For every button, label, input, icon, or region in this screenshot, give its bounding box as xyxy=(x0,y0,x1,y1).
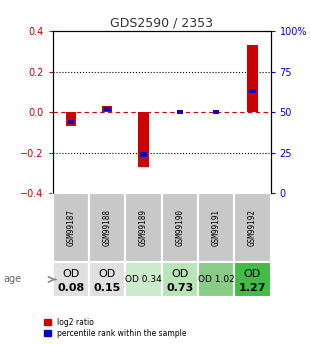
Text: GSM99189: GSM99189 xyxy=(139,209,148,246)
Bar xyxy=(162,193,198,262)
Bar xyxy=(247,45,258,112)
Bar xyxy=(162,262,198,297)
Text: 0.15: 0.15 xyxy=(94,283,121,293)
Bar xyxy=(104,107,111,111)
Bar xyxy=(249,89,256,93)
Text: GSM99187: GSM99187 xyxy=(67,209,76,246)
Text: 0.08: 0.08 xyxy=(58,283,85,293)
Bar xyxy=(53,193,89,262)
Text: 0.73: 0.73 xyxy=(166,283,193,293)
Bar xyxy=(66,112,76,126)
Text: OD 0.34: OD 0.34 xyxy=(125,275,162,284)
Bar xyxy=(89,262,125,297)
Bar xyxy=(177,110,183,114)
Bar xyxy=(125,193,162,262)
Bar xyxy=(89,193,125,262)
Bar xyxy=(68,120,74,124)
Bar xyxy=(198,262,234,297)
Legend: log2 ratio, percentile rank within the sample: log2 ratio, percentile rank within the s… xyxy=(44,318,187,338)
Text: OD: OD xyxy=(171,269,188,279)
Text: GSM99191: GSM99191 xyxy=(212,209,220,246)
Text: OD: OD xyxy=(99,269,116,279)
Bar xyxy=(125,262,162,297)
Text: age: age xyxy=(3,275,21,284)
Text: OD: OD xyxy=(63,269,80,279)
Bar xyxy=(138,112,149,167)
Bar xyxy=(213,110,219,114)
Text: 1.27: 1.27 xyxy=(239,283,266,293)
Text: GSM99188: GSM99188 xyxy=(103,209,112,246)
Bar xyxy=(234,193,271,262)
Text: GSM99192: GSM99192 xyxy=(248,209,257,246)
Text: OD: OD xyxy=(244,269,261,279)
Bar xyxy=(234,262,271,297)
Bar xyxy=(102,106,112,112)
Bar xyxy=(198,193,234,262)
Bar xyxy=(140,152,147,157)
Text: OD 1.02: OD 1.02 xyxy=(198,275,234,284)
Bar xyxy=(53,262,89,297)
Title: GDS2590 / 2353: GDS2590 / 2353 xyxy=(110,17,213,30)
Text: GSM99190: GSM99190 xyxy=(175,209,184,246)
